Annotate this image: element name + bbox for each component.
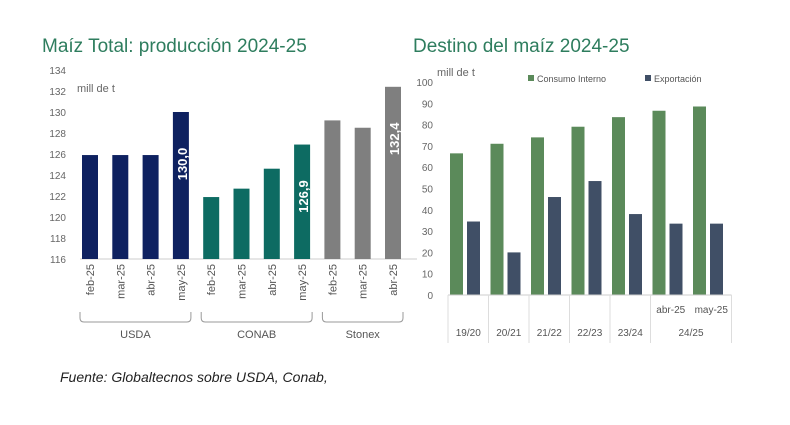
data-label: 126,9	[296, 180, 311, 213]
y-tick-label: 20	[422, 248, 434, 259]
y-tick-label: 116	[50, 255, 66, 266]
x-tick-label: may-25	[176, 264, 188, 301]
bar-Consumo Interno-21/22	[531, 137, 544, 295]
category-group-label: 22/23	[577, 328, 602, 339]
x-tick-label: feb-25	[206, 264, 218, 295]
bar-Consumo Interno-abr-25	[652, 110, 666, 295]
y-tick-label: 122	[49, 192, 66, 203]
y-tick-label: 100	[416, 78, 433, 89]
y-tick-label: 132	[49, 87, 66, 98]
x-tick-label: abr-25	[146, 264, 158, 296]
group-bracket	[200, 312, 313, 323]
y-tick-label: 80	[422, 121, 434, 132]
footnote: Fuente: Globaltecnos sobre USDA, Conab,	[60, 369, 328, 385]
group-label: CONAB	[237, 329, 276, 341]
bar-Stonex-feb-25	[324, 120, 341, 260]
bar-Stonex-mar-25	[354, 127, 371, 259]
bar-Exportación-21/22	[548, 197, 561, 295]
bar-Consumo Interno-19/20	[450, 153, 463, 295]
bar-USDA-may-25	[172, 112, 189, 259]
category-group-label: 20/21	[496, 328, 521, 339]
category-group-label: 24/25	[678, 328, 703, 339]
y-tick-label: 60	[422, 163, 434, 174]
legend-label: Exportación	[654, 74, 702, 84]
bar-Exportación-may-25	[710, 223, 723, 295]
x-tick-label: mar-25	[237, 264, 249, 299]
group-label: Stonex	[346, 329, 381, 341]
bar-CONAB-mar-25	[233, 188, 250, 259]
category-sub-label: abr-25	[656, 305, 685, 316]
group-bracket	[79, 312, 192, 323]
y-tick-label: 120	[49, 213, 66, 224]
y-tick-label: 130	[49, 108, 66, 119]
y-axis-unit: mill de t	[77, 83, 115, 95]
bar-CONAB-feb-25	[203, 197, 220, 259]
legend-swatch	[645, 75, 651, 81]
data-label: 130,0	[175, 148, 190, 181]
bar-USDA-feb-25	[82, 155, 98, 259]
y-tick-label: 126	[49, 150, 66, 161]
group-label: USDA	[120, 329, 151, 341]
bar-CONAB-abr-25	[263, 168, 280, 259]
y-tick-label: 50	[422, 185, 434, 196]
x-tick-label: mar-25	[115, 264, 127, 299]
x-tick-label: feb-25	[85, 264, 97, 295]
y-tick-label: 90	[422, 99, 434, 110]
y-tick-label: 10	[422, 270, 434, 281]
y-tick-label: 0	[427, 291, 433, 302]
bar-USDA-abr-25	[142, 155, 159, 259]
x-tick-label: abr-25	[388, 264, 400, 296]
bar-Exportación-23/24	[629, 214, 642, 295]
bar-Consumo Interno-22/23	[571, 126, 585, 295]
x-tick-label: abr-25	[267, 264, 279, 296]
category-sub-label: may-25	[695, 305, 729, 316]
y-tick-label: 30	[422, 227, 434, 238]
y-tick-label: 70	[422, 142, 434, 153]
y-tick-label: 128	[49, 129, 66, 140]
category-group-label: 21/22	[537, 328, 562, 339]
x-tick-label: may-25	[297, 264, 309, 301]
x-tick-label: feb-25	[327, 264, 339, 295]
category-group-label: 23/24	[618, 328, 643, 339]
bar-CONAB-may-25	[294, 144, 311, 259]
y-tick-label: 124	[49, 171, 66, 182]
category-group-label: 19/20	[456, 328, 481, 339]
bar-Consumo Interno-20/21	[490, 143, 504, 295]
data-label: 132,4	[387, 122, 402, 155]
chart2-title: Destino del maíz 2024-25	[413, 36, 630, 57]
bar-Exportación-abr-25	[669, 223, 683, 295]
y-tick-label: 118	[50, 234, 66, 245]
group-bracket	[321, 312, 404, 323]
y-axis-unit: mill de t	[437, 67, 475, 79]
bar-Consumo Interno-23/24	[612, 117, 625, 296]
legend-label: Consumo Interno	[537, 74, 606, 84]
legend-swatch	[528, 75, 534, 81]
bar-Exportación-19/20	[467, 221, 480, 295]
bar-USDA-mar-25	[112, 155, 129, 259]
x-tick-label: mar-25	[358, 264, 370, 299]
bar-Exportación-20/21	[507, 252, 521, 295]
bar-Exportación-22/23	[588, 181, 602, 295]
bar-Stonex-abr-25	[385, 86, 401, 259]
bar-Consumo Interno-may-25	[693, 106, 706, 296]
y-tick-label: 134	[49, 66, 66, 77]
y-tick-label: 40	[422, 206, 434, 217]
chart1-title: Maíz Total: producción 2024-25	[42, 36, 307, 57]
